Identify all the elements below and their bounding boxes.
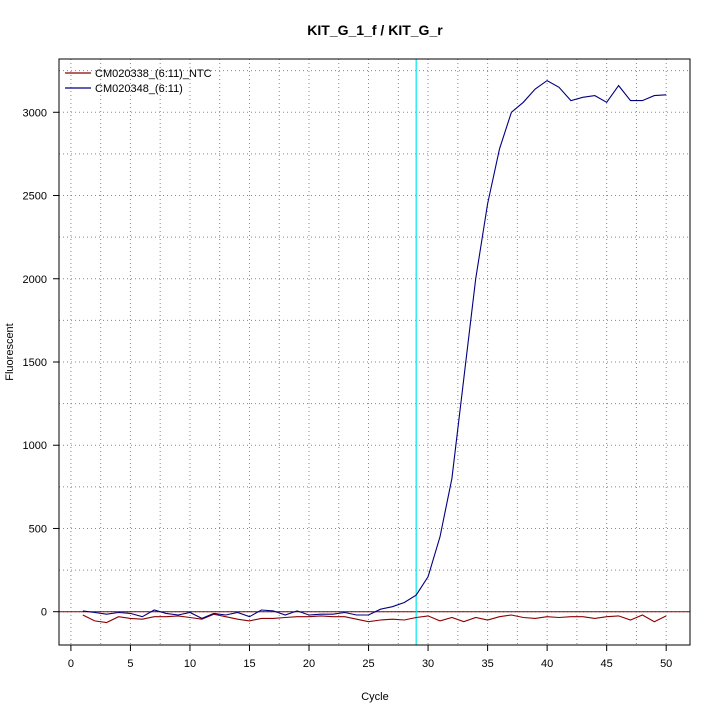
- legend-label-2: CM020348_(6:11): [95, 83, 183, 95]
- legend-label-1: CM020338_(6:11)_NTC: [95, 68, 212, 80]
- y-axis-label: Fluorescent: [4, 323, 16, 380]
- x-tick-label: 10: [184, 658, 196, 670]
- x-tick-label: 15: [243, 658, 255, 670]
- grid-lines: [59, 59, 690, 645]
- x-tick-label: 35: [481, 658, 493, 670]
- plot-frame: [58, 58, 691, 646]
- y-tick-label: 2500: [23, 191, 47, 203]
- series-layer: [82, 79, 667, 624]
- y-tick-label: 1500: [23, 357, 47, 369]
- x-tick-label: 30: [422, 658, 434, 670]
- x-tick-label: 25: [362, 658, 374, 670]
- x-tick-label: 45: [601, 658, 613, 670]
- y-tick-label: 3000: [23, 107, 47, 119]
- y-tick-label: 500: [29, 523, 47, 535]
- x-tick-label: 50: [660, 658, 672, 670]
- x-tick-label: 20: [303, 658, 315, 670]
- series-line-2: [82, 79, 667, 620]
- y-axis: 0 500 1000 1500 2000 2500 3000: [23, 107, 59, 619]
- chart-title: KIT_G_1_f / KIT_G_r: [307, 22, 443, 38]
- y-tick-label: 2000: [23, 274, 47, 286]
- x-axis: 0 5 10 15 20 25 30 35 40 45 50: [68, 645, 672, 670]
- legend: CM020338_(6:11)_NTC CM020348_(6:11): [65, 68, 212, 95]
- x-axis-label: Cycle: [361, 691, 389, 703]
- y-tick-label: 0: [41, 607, 47, 619]
- series-line-1: [82, 613, 667, 624]
- x-tick-label: 5: [127, 658, 133, 670]
- x-tick-label: 40: [541, 658, 553, 670]
- x-tick-label: 0: [68, 658, 74, 670]
- y-tick-label: 1000: [23, 440, 47, 452]
